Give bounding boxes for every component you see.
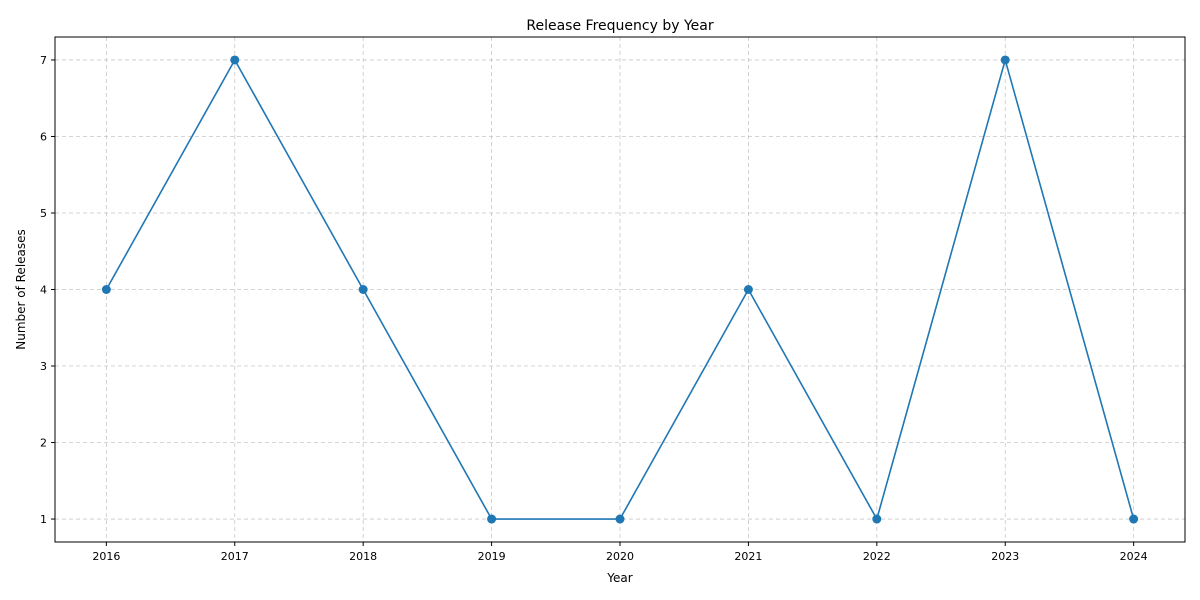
- y-tick-label: 4: [40, 284, 47, 297]
- x-axis-label: Year: [606, 571, 632, 585]
- data-point-2016: [101, 285, 111, 294]
- series: [101, 55, 1139, 524]
- chart-title: Release Frequency by Year: [526, 18, 713, 34]
- y-tick-label: 6: [40, 130, 47, 143]
- x-tick-label: 2016: [92, 550, 120, 563]
- y-tick-label: 1: [40, 513, 47, 526]
- data-point-2021: [743, 285, 753, 294]
- data-point-2023: [1000, 55, 1010, 65]
- y-axis-label: Number of Releases: [14, 229, 28, 350]
- data-point-2024: [1129, 514, 1139, 524]
- x-tick-label: 2021: [734, 550, 762, 563]
- x-tick-label: 2018: [349, 550, 377, 563]
- x-tick-label: 2022: [863, 550, 891, 563]
- data-point-2022: [872, 514, 882, 524]
- data-point-2018: [358, 285, 368, 294]
- x-tick-label: 2019: [478, 550, 506, 563]
- x-tick-label: 2024: [1120, 550, 1148, 563]
- ticks: 2016 2017 2018 2019 2020 2021 2022 2023 2024 1 2 3 4…: [40, 54, 1148, 563]
- grid: [55, 37, 1185, 542]
- y-tick-label: 5: [40, 207, 47, 220]
- data-point-2020: [615, 514, 625, 524]
- x-tick-label: 2023: [991, 550, 1019, 563]
- y-tick-label: 3: [40, 360, 47, 373]
- data-point-2019: [487, 514, 497, 524]
- x-tick-label: 2017: [221, 550, 249, 563]
- x-tick-label: 2020: [606, 550, 634, 563]
- data-point-2017: [230, 55, 240, 65]
- y-tick-label: 2: [40, 437, 47, 450]
- y-tick-label: 7: [40, 54, 47, 67]
